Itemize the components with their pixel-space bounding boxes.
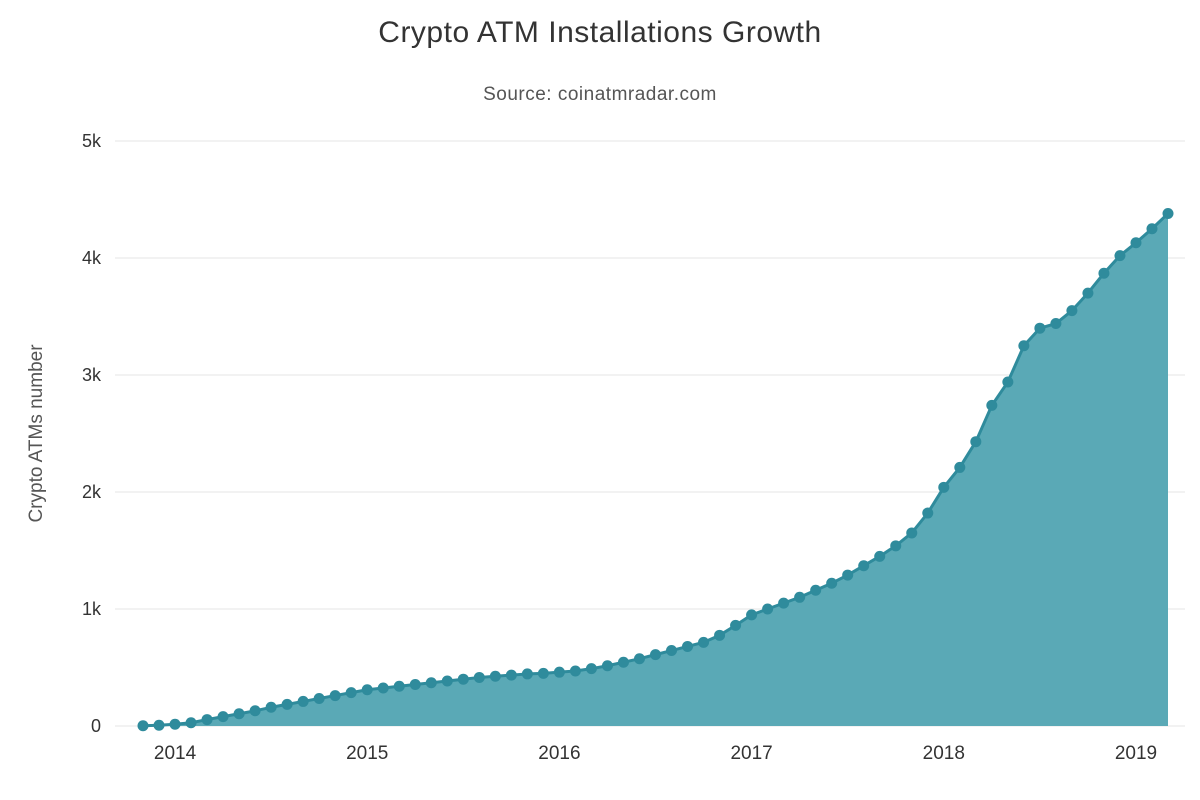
data-point[interactable]	[569, 665, 581, 677]
data-point[interactable]	[425, 677, 437, 689]
data-point[interactable]	[1050, 318, 1062, 330]
data-point[interactable]	[169, 718, 181, 730]
y-tick-label: 4k	[82, 248, 102, 268]
data-point[interactable]	[137, 720, 149, 732]
data-point[interactable]	[297, 695, 309, 707]
data-point[interactable]	[970, 436, 982, 448]
data-point[interactable]	[1066, 305, 1078, 317]
data-point[interactable]	[489, 670, 501, 682]
data-point[interactable]	[249, 705, 261, 717]
data-point[interactable]	[521, 668, 533, 680]
data-point[interactable]	[1082, 287, 1094, 299]
data-point[interactable]	[906, 527, 918, 539]
data-point[interactable]	[1114, 250, 1126, 262]
y-tick-label: 1k	[82, 599, 102, 619]
data-point[interactable]	[1162, 208, 1174, 220]
chart-title: Crypto ATM Installations Growth	[378, 16, 822, 49]
data-point[interactable]	[473, 671, 485, 683]
data-point[interactable]	[361, 684, 373, 696]
data-point[interactable]	[393, 680, 405, 692]
data-point[interactable]	[1098, 267, 1110, 279]
data-point[interactable]	[233, 708, 245, 720]
data-point[interactable]	[858, 560, 870, 572]
data-point[interactable]	[329, 690, 341, 702]
data-point[interactable]	[409, 678, 421, 690]
x-tick-label: 2017	[730, 743, 772, 764]
y-tick-label: 2k	[82, 482, 102, 502]
data-point[interactable]	[890, 540, 902, 552]
data-point[interactable]	[938, 481, 950, 493]
y-tick-label: 5k	[82, 131, 102, 151]
x-tick-label: 2018	[923, 743, 965, 764]
data-point[interactable]	[281, 698, 293, 710]
data-point[interactable]	[842, 569, 854, 581]
data-point[interactable]	[345, 687, 357, 699]
chart-subtitle: Source: coinatmradar.com	[483, 84, 717, 105]
data-point[interactable]	[714, 629, 726, 641]
data-point[interactable]	[153, 719, 165, 731]
data-point[interactable]	[1130, 237, 1142, 249]
data-point[interactable]	[201, 714, 213, 726]
data-point[interactable]	[313, 693, 325, 705]
data-point[interactable]	[1018, 340, 1030, 352]
data-point[interactable]	[217, 711, 229, 723]
data-point[interactable]	[730, 619, 742, 631]
data-point[interactable]	[778, 597, 790, 609]
data-point[interactable]	[537, 667, 549, 679]
data-point[interactable]	[377, 682, 389, 694]
data-point[interactable]	[810, 584, 822, 596]
series-area	[143, 213, 1168, 727]
y-tick-label: 3k	[82, 365, 102, 385]
data-point[interactable]	[585, 663, 597, 675]
data-point[interactable]	[826, 577, 838, 589]
data-point[interactable]	[650, 649, 661, 661]
data-point[interactable]	[922, 507, 934, 519]
data-point[interactable]	[698, 636, 710, 648]
data-point[interactable]	[986, 399, 998, 411]
data-point[interactable]	[457, 673, 469, 685]
data-point[interactable]	[954, 461, 966, 473]
data-point[interactable]	[617, 656, 629, 668]
data-point[interactable]	[666, 645, 678, 657]
data-point[interactable]	[185, 717, 197, 729]
x-tick-label: 2019	[1115, 743, 1157, 764]
data-point[interactable]	[1146, 223, 1158, 235]
data-point[interactable]	[553, 666, 565, 678]
data-point[interactable]	[762, 603, 774, 615]
data-point[interactable]	[633, 653, 645, 665]
data-point[interactable]	[505, 669, 517, 681]
data-point[interactable]	[1034, 322, 1046, 334]
data-point[interactable]	[794, 591, 806, 603]
data-point[interactable]	[601, 660, 613, 672]
data-point[interactable]	[265, 701, 277, 713]
x-tick-label: 2014	[154, 743, 197, 764]
data-point[interactable]	[746, 609, 758, 621]
x-tick-label: 2015	[346, 743, 388, 764]
data-point[interactable]	[1002, 376, 1014, 388]
data-point[interactable]	[441, 675, 453, 687]
data-point[interactable]	[682, 640, 694, 652]
data-point[interactable]	[874, 550, 886, 562]
y-tick-label: 0	[91, 716, 101, 736]
x-tick-label: 2016	[538, 743, 580, 764]
y-axis-title: Crypto ATMs number	[26, 344, 47, 523]
